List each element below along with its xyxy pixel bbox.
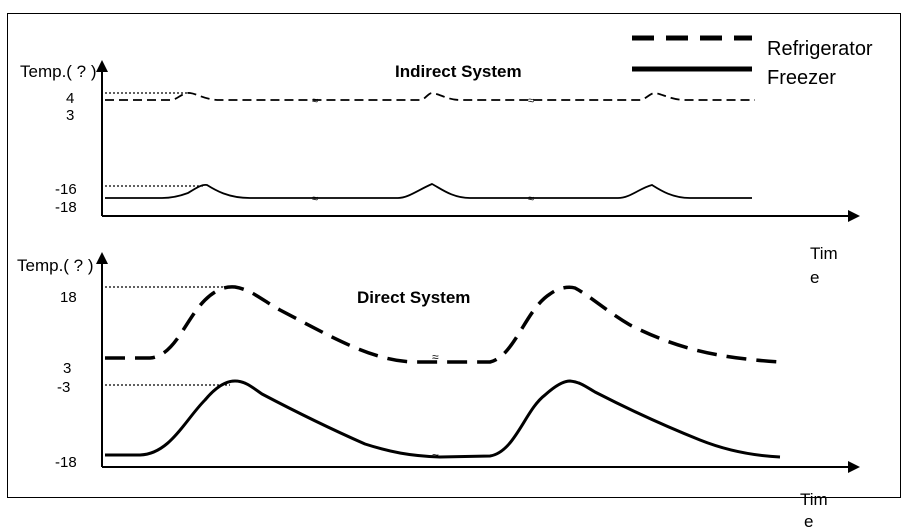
indirect-break-mark: ≈: [528, 95, 534, 107]
indirect-title: Indirect System: [395, 62, 522, 81]
direct-xlabel: Tim: [800, 490, 828, 509]
indirect-break-mark: ≈: [312, 95, 318, 107]
indirect-refrigerator-line: [105, 92, 755, 101]
direct-tick-minus3: -3: [57, 379, 70, 396]
direct-break-mark: ≈: [432, 449, 439, 463]
indirect-tick-3: 3: [66, 107, 74, 124]
direct-freezer-line: [105, 379, 781, 459]
indirect-xlabel-2: e: [810, 268, 819, 287]
indirect-panel: Temp.( ? ) Indirect System 4 3 -16 -18 ≈…: [20, 60, 860, 287]
diagram-frame: [7, 13, 901, 498]
indirect-tick-4: 4: [66, 90, 74, 107]
direct-ylabel: Temp.( ? ): [17, 256, 94, 275]
indirect-xlabel: Tim: [810, 244, 838, 263]
direct-break-mark: ≈: [432, 350, 439, 364]
indirect-tick-minus18: -18: [55, 199, 77, 216]
indirect-break-mark: ≈: [312, 193, 318, 205]
direct-tick-18: 18: [60, 289, 77, 306]
direct-xlabel-2: e: [804, 512, 813, 529]
indirect-tick-minus16: -16: [55, 181, 77, 198]
direct-panel: Temp.( ? ) Direct System 18 3 -3 -18 ≈ ≈…: [17, 252, 860, 529]
legend: Refrigerator Freezer: [632, 35, 873, 89]
direct-title: Direct System: [357, 288, 470, 307]
legend-refrigerator-label: Refrigerator: [767, 38, 873, 60]
indirect-break-mark: ≈: [528, 193, 534, 205]
direct-refrigerator-line: [105, 285, 781, 364]
indirect-ylabel: Temp.( ? ): [20, 62, 97, 81]
direct-tick-3: 3: [63, 360, 71, 377]
legend-freezer-label: Freezer: [767, 67, 836, 89]
indirect-freezer-line: [105, 183, 752, 199]
direct-tick-minus18: -18: [55, 454, 77, 471]
